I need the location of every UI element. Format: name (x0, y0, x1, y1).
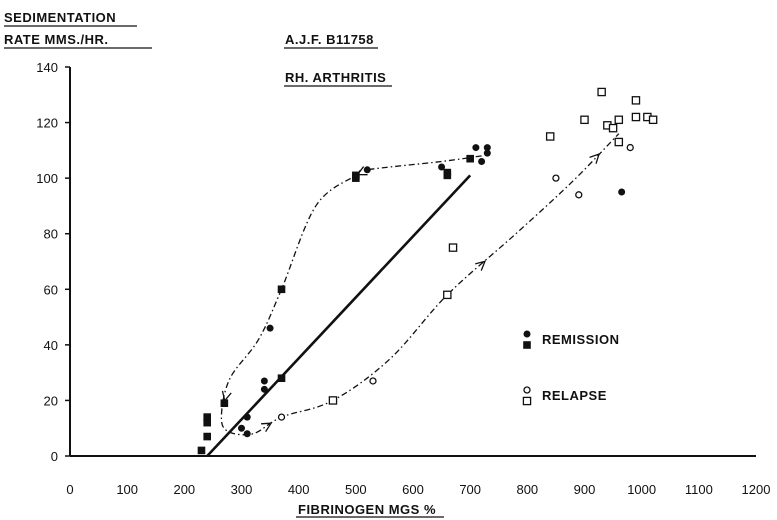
data-point-relapse-open-square (614, 137, 624, 147)
data-point-relapse-open-square (597, 87, 606, 97)
data-point-remission-filled-circle (238, 424, 245, 432)
data-point-remission-filled-circle (618, 188, 626, 196)
data-point-remission-filled-square (277, 285, 286, 294)
data-point-remission-filled-square (443, 168, 452, 177)
data-point-relapse-open-square (448, 243, 458, 252)
data-point-remission-filled-circle (260, 377, 268, 385)
data-point-remission-filled-square (203, 413, 211, 421)
data-point-relapse-open-square (614, 115, 624, 125)
trend-lines (206, 133, 620, 457)
data-point-remission-filled-square (203, 432, 211, 441)
x-tick-label: 300 (231, 482, 253, 497)
data-point-remission-filled-circle (483, 144, 491, 152)
trend-arrowhead (589, 153, 601, 164)
data-point-relapse-open-square (443, 290, 452, 300)
x-tick-label: 200 (173, 482, 195, 497)
y-tick-label: 140 (36, 60, 58, 75)
y-axis-label-line-1: SEDIMENTATION (4, 10, 116, 25)
x-axis-label: FIBRINOGEN MGS % (298, 502, 436, 517)
x-tick-label: 700 (459, 482, 481, 497)
x-tick-label: 900 (574, 482, 596, 497)
legend-marker-remission-filled-square (523, 341, 531, 349)
legend-marker-relapse-open-circle (523, 386, 531, 394)
data-point-remission-filled-circle (260, 385, 268, 393)
data-point-relapse-open-circle (369, 377, 377, 385)
chart-header: SEDIMENTATION RATE MMS./HR. A.J.F. B1175… (4, 10, 392, 87)
data-point-remission-filled-square (197, 446, 206, 455)
data-point-remission-filled-circle (472, 144, 480, 152)
x-tick-label: 1100 (685, 482, 713, 497)
data-point-remission-filled-circle (363, 166, 371, 174)
data-point-remission-filled-circle (478, 157, 486, 165)
data-point-relapse-open-square (631, 112, 641, 122)
legend: REMISSION RELAPSE (522, 330, 619, 406)
data-point-relapse-open-square (545, 132, 555, 141)
y-axis-label-line-2: RATE MMS./HR. (4, 32, 108, 47)
annotation-condition: RH. ARTHRITIS (285, 70, 386, 85)
data-point-relapse-open-circle (575, 191, 583, 199)
y-tick-label: 40 (44, 338, 58, 353)
y-tick-label: 100 (36, 171, 58, 186)
data-point-relapse-open-circle (552, 174, 560, 182)
legend-marker-relapse-open-square (522, 396, 532, 406)
data-point-remission-filled-square (277, 374, 286, 382)
data-point-remission-filled-square (203, 418, 211, 427)
x-tick-label: 1200 (742, 482, 771, 497)
data-point-relapse-open-circle (626, 143, 634, 152)
y-tick-label: 80 (44, 227, 58, 242)
data-points (197, 87, 658, 455)
data-point-relapse-open-square (631, 96, 641, 105)
y-tick-label: 20 (44, 393, 58, 408)
y-tick-label: 60 (44, 282, 58, 297)
legend-label-relapse: RELAPSE (542, 388, 607, 403)
annotation-patient-id: A.J.F. B11758 (285, 32, 374, 47)
data-point-relapse-open-square (328, 396, 338, 405)
x-tick-label: 100 (116, 482, 138, 497)
data-point-relapse-open-square (580, 115, 589, 125)
x-tick-label: 500 (345, 482, 367, 497)
x-tick-label: 1000 (627, 482, 656, 497)
axes (65, 66, 756, 457)
trend-arrowhead (261, 422, 273, 432)
data-point-remission-filled-square (466, 154, 474, 163)
y-tick-label: 120 (36, 116, 58, 131)
data-point-relapse-open-square (608, 123, 618, 133)
tick-labels: 0 20 40 60 80 100 120 140 0 100 200 300 400 500 600 700… (36, 60, 770, 497)
x-tick-label: 0 (66, 482, 73, 497)
data-point-remission-filled-circle (266, 324, 274, 332)
trend-arrowhead (221, 390, 232, 403)
legend-marker-remission-filled-circle (523, 330, 531, 338)
trend-arrowhead (475, 260, 487, 271)
data-point-remission-filled-square (220, 399, 229, 408)
data-point-remission-filled-circle (483, 149, 491, 157)
y-tick-label: 0 (51, 449, 58, 464)
legend-label-remission: REMISSION (542, 332, 619, 347)
data-point-remission-filled-circle (438, 163, 446, 171)
data-point-remission-filled-square (352, 171, 360, 180)
x-tick-label: 400 (288, 482, 310, 497)
x-tick-label: 600 (402, 482, 424, 497)
data-point-relapse-open-square (648, 115, 658, 125)
regression-line (206, 174, 472, 457)
data-point-remission-filled-circle (243, 430, 251, 438)
data-point-relapse-open-circle (277, 413, 286, 421)
x-tick-label: 800 (516, 482, 538, 497)
data-point-remission-filled-circle (243, 413, 251, 421)
